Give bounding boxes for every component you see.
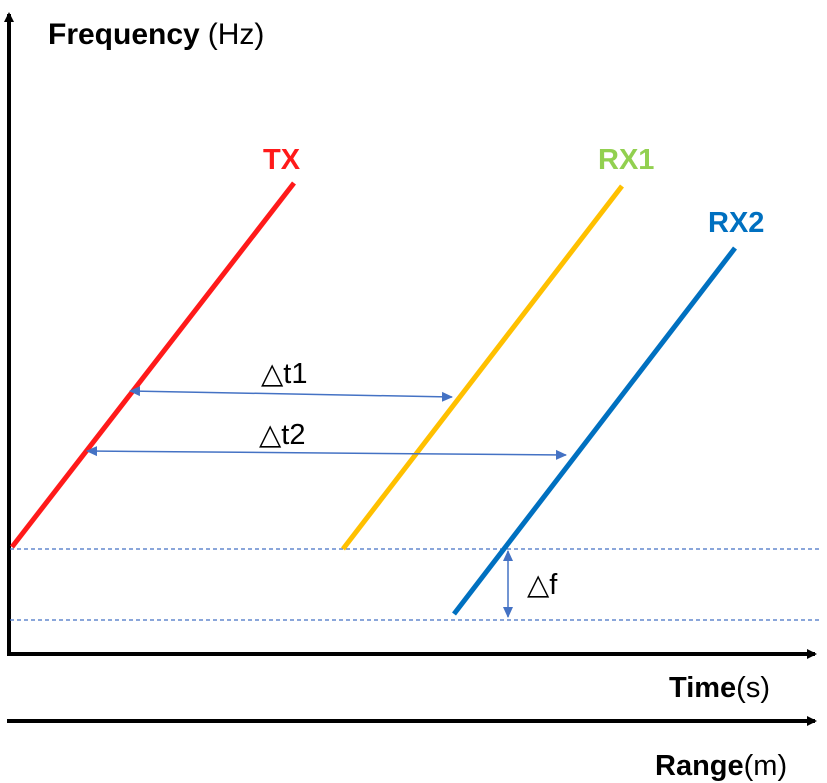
y-axis-label: Frequency (Hz)	[48, 18, 264, 51]
y-axis-label-main: Frequency	[48, 18, 200, 51]
delta-t2-arrow	[86, 446, 567, 460]
tx-line	[10, 181, 296, 549]
x-axis-range-label-main: Range	[655, 750, 744, 782]
rx1-label: RX1	[598, 144, 654, 176]
delta-t1-arrow	[129, 386, 453, 402]
delta-f-label: △f	[527, 569, 558, 601]
x-axis-time-label-main: Time	[669, 672, 736, 704]
x-axis-time-label: Time(s)	[669, 672, 770, 704]
delta-t2-label: △t2	[259, 419, 306, 451]
x-axis-range-label: Range(m)	[655, 750, 787, 782]
delta-t1-label: △t1	[261, 358, 308, 390]
tx-label: TX	[263, 144, 301, 176]
x-axis-range-label-unit: (m)	[744, 750, 787, 782]
rx1-line	[341, 184, 624, 551]
y-axis-label-unit: (Hz)	[208, 18, 265, 51]
rx2-label: RX2	[708, 207, 764, 239]
rx2-line	[452, 246, 737, 616]
x-axis-time-label-unit: (s)	[736, 672, 770, 704]
